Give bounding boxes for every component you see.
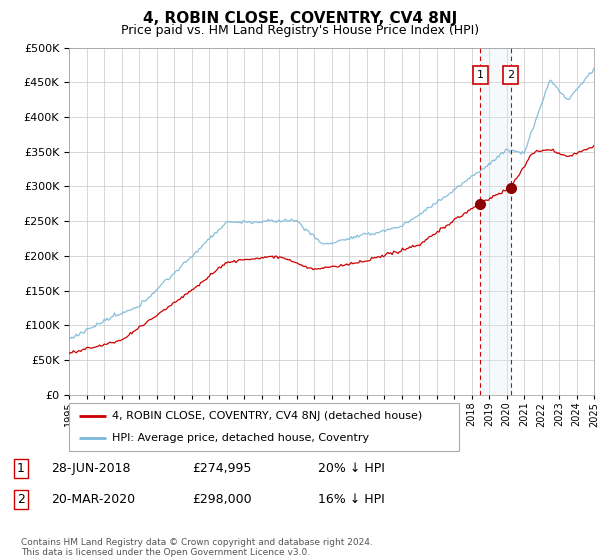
Text: 1: 1	[477, 71, 484, 81]
Text: 28-JUN-2018: 28-JUN-2018	[51, 462, 131, 475]
Text: 4, ROBIN CLOSE, COVENTRY, CV4 8NJ: 4, ROBIN CLOSE, COVENTRY, CV4 8NJ	[143, 11, 457, 26]
FancyBboxPatch shape	[69, 403, 459, 451]
Text: 20% ↓ HPI: 20% ↓ HPI	[318, 462, 385, 475]
Text: 2: 2	[17, 493, 25, 506]
Text: HPI: Average price, detached house, Coventry: HPI: Average price, detached house, Cove…	[112, 433, 369, 443]
Text: £298,000: £298,000	[192, 493, 251, 506]
Text: Contains HM Land Registry data © Crown copyright and database right 2024.
This d: Contains HM Land Registry data © Crown c…	[21, 538, 373, 557]
Text: Price paid vs. HM Land Registry's House Price Index (HPI): Price paid vs. HM Land Registry's House …	[121, 24, 479, 36]
Bar	[480, 48, 511, 395]
Text: £274,995: £274,995	[192, 462, 251, 475]
Text: 16% ↓ HPI: 16% ↓ HPI	[318, 493, 385, 506]
Text: 2: 2	[508, 71, 514, 81]
Text: 4, ROBIN CLOSE, COVENTRY, CV4 8NJ (detached house): 4, ROBIN CLOSE, COVENTRY, CV4 8NJ (detac…	[112, 411, 422, 421]
Text: 1: 1	[17, 462, 25, 475]
Text: 20-MAR-2020: 20-MAR-2020	[51, 493, 135, 506]
